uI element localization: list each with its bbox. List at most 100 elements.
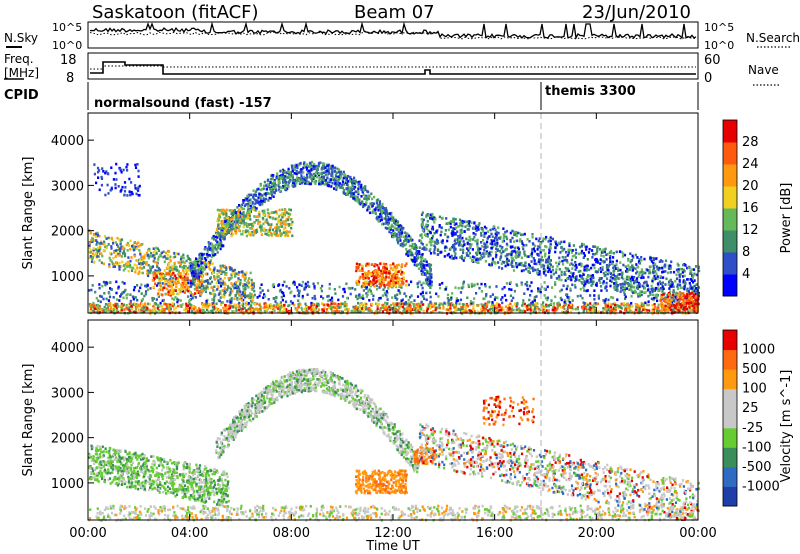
power-point [242,288,245,291]
power-point [397,282,400,285]
power-point [152,297,155,300]
freq-label-line2: [MHz] [4,66,39,80]
power-point [173,261,176,265]
power-point [149,265,152,269]
power-point [116,308,119,312]
power-point [386,302,389,305]
power-point [426,276,429,279]
power-point [221,244,224,247]
power-point [291,170,294,173]
power-point [201,280,204,284]
power-point [416,282,419,285]
power-point [95,243,98,246]
power-point [244,221,247,225]
power-point [483,303,486,307]
power-point [503,286,506,289]
power-point [143,261,146,264]
power-point [387,216,390,219]
power-point [405,262,408,265]
power-point [247,216,250,219]
power-point [579,294,582,298]
power-point [169,275,172,278]
power-point [252,189,255,192]
power-point [179,265,182,268]
power-point [364,276,367,280]
power-point [283,177,286,180]
power-point [655,309,658,312]
power-point [260,283,263,286]
power-point [100,242,103,245]
power-point [399,239,402,242]
power-point [169,282,172,285]
power-point [110,310,113,314]
power-point [150,310,153,314]
power-point [231,211,234,214]
power-point [207,302,211,306]
power-point [238,305,241,308]
power-point [597,297,600,300]
power-point [118,265,121,268]
power-point [237,219,240,223]
power-point [202,286,205,290]
power-point [161,287,164,291]
power-point [236,223,239,226]
power-point [382,306,385,309]
power-point [270,233,273,236]
power-point [519,309,522,312]
power-point [155,275,158,279]
power-point [159,276,162,280]
power-point [401,302,404,305]
power-point [349,189,352,192]
power-point [194,292,197,295]
power-point [267,184,270,187]
power-point [385,267,388,270]
power-point [159,301,162,305]
power-point [314,297,317,301]
power-point [341,295,345,298]
power-point [437,295,440,298]
power-point [291,181,295,185]
power-point [338,177,341,181]
power-point [242,292,245,296]
power-point [389,281,392,285]
power-point [384,278,387,282]
power-point [197,273,200,276]
nsky-trace [89,21,697,40]
power-point [366,207,369,210]
power-point [344,174,347,177]
power-point [238,229,241,232]
power-point [301,280,304,284]
power-point [195,270,198,273]
power-point [213,289,216,292]
power-point [166,303,169,306]
power-point [112,242,115,245]
power-point [215,302,218,306]
power-point [568,306,571,309]
power-point [104,310,107,314]
power-point [140,262,143,265]
power-point [383,277,386,280]
power-point [460,306,463,309]
power-point [384,293,387,297]
power-point [395,281,398,285]
power-point [171,297,174,300]
power-point [616,288,619,292]
power-point [146,308,149,312]
power-point [230,209,233,212]
power-point [270,174,273,178]
power-point [238,287,241,291]
power-point [252,208,255,211]
power-point [219,284,223,288]
power-point [237,214,240,218]
power-point [247,232,250,236]
power-point [284,179,287,182]
power-point [284,233,288,237]
power-point [378,282,381,285]
power-point [531,233,534,236]
power-point [358,201,362,205]
power-point [357,283,360,286]
power-point [240,307,243,311]
power-point [122,245,125,249]
power-point [551,308,554,312]
power-point [153,277,156,280]
